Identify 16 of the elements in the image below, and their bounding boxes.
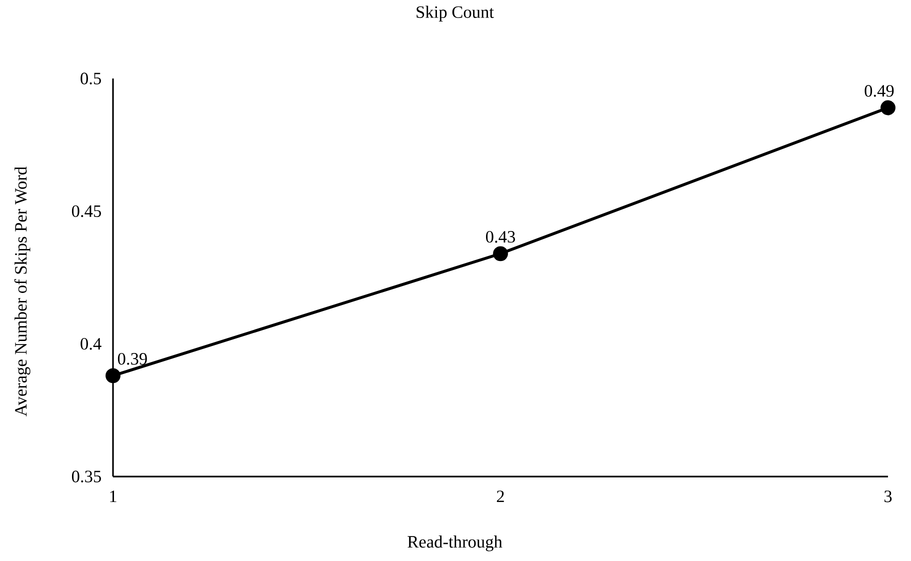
x-axis-title: Read-through [408, 536, 502, 552]
y-tick-label: 0.5 [80, 72, 101, 85]
data-label: 0.43 [486, 231, 515, 243]
y-tick-label: 0.4 [80, 338, 102, 350]
data-label: 0.39 [118, 353, 147, 366]
chart-title: Skip Count [416, 6, 494, 22]
y-tick-label: 0.35 [72, 470, 101, 483]
x-tick-label: 2 [496, 490, 504, 502]
y-axis-title: Average Number of Skips Per Word [14, 166, 30, 417]
x-tick-label: 3 [884, 490, 892, 502]
data-label: 0.49 [864, 85, 894, 98]
point [493, 246, 508, 262]
y-tick-label: 0.45 [72, 206, 101, 218]
point [106, 368, 120, 384]
x-tick-label: 1 [110, 490, 116, 502]
point [880, 100, 896, 116]
